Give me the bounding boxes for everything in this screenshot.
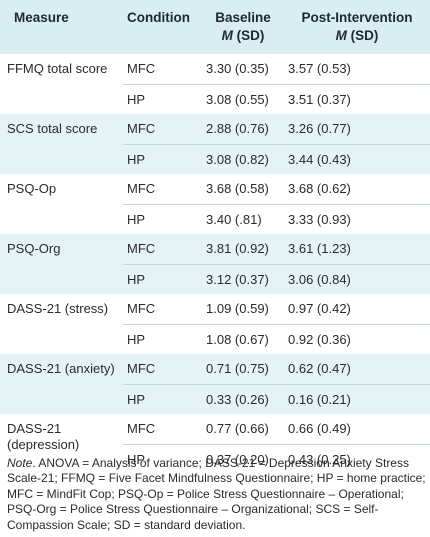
measure-cell: PSQ-Op <box>7 181 57 196</box>
table-row: HP 0.37 (0.20) 0.43 (0.25) <box>0 444 430 474</box>
baseline-cell: 0.71 (0.75) <box>202 354 284 385</box>
condition-cell: HP <box>127 91 146 107</box>
measure-cell: FFMQ total score <box>7 61 108 76</box>
condition-cell: MFC <box>123 54 202 85</box>
condition-cell: MFC <box>123 354 202 385</box>
header-measure: Measure <box>14 10 69 25</box>
table-row: HP 3.40 (.81) 3.33 (0.93) <box>0 204 430 234</box>
header-post-intervention: Post-Intervention M (SD) <box>284 0 430 54</box>
post-cell: 0.43 (0.25) <box>288 451 351 467</box>
post-cell: 0.16 (0.21) <box>288 391 351 407</box>
table-row: PSQ-Op MFC 3.68 (0.58) 3.68 (0.62) <box>0 174 430 205</box>
post-cell: 0.62 (0.47) <box>284 354 430 385</box>
post-cell: 0.66 (0.49) <box>284 414 430 445</box>
header-post-stat: M (SD) <box>335 28 379 43</box>
post-cell: 3.33 (0.93) <box>288 211 351 227</box>
post-cell: 0.97 (0.42) <box>284 294 430 325</box>
condition-cell: HP <box>127 451 146 467</box>
post-cell: 3.68 (0.62) <box>284 174 430 205</box>
table-row: FFMQ total score MFC 3.30 (0.35) 3.57 (0.53… <box>0 54 430 85</box>
header-baseline-label: Baseline <box>215 10 271 25</box>
header-baseline: Baseline M (SD) <box>202 0 284 54</box>
condition-cell: HP <box>127 331 146 347</box>
baseline-cell: 0.37 (0.20) <box>206 451 269 467</box>
table-body: FFMQ total score MFC 3.30 (0.35) 3.57 (0.53… <box>0 54 430 474</box>
baseline-cell: 1.08 (0.67) <box>206 331 269 347</box>
baseline-cell: 3.08 (0.82) <box>206 151 269 167</box>
condition-cell: HP <box>127 151 146 167</box>
table-row: HP 1.08 (0.67) 0.92 (0.36) <box>0 324 430 354</box>
baseline-cell: 3.40 (.81) <box>206 211 262 227</box>
baseline-cell: 3.30 (0.35) <box>202 54 284 85</box>
condition-cell: MFC <box>123 294 202 325</box>
header-baseline-stat: M (SD) <box>221 28 265 43</box>
baseline-cell: 3.12 (0.37) <box>206 271 269 287</box>
condition-cell: HP <box>127 211 146 227</box>
baseline-cell: 1.09 (0.59) <box>202 294 284 325</box>
table-row: DASS-21 (stress) MFC 1.09 (0.59) 0.97 (0.42… <box>0 294 430 325</box>
condition-cell: HP <box>127 271 146 287</box>
table-row: PSQ-Org MFC 3.81 (0.92) 3.61 (1.23) <box>0 234 430 265</box>
post-cell: 0.92 (0.36) <box>288 331 351 347</box>
condition-cell: MFC <box>123 114 202 145</box>
table-row: HP 3.08 (0.55) 3.51 (0.37) <box>0 84 430 114</box>
post-cell: 3.06 (0.84) <box>288 271 351 287</box>
measure-cell: SCS total score <box>7 121 98 136</box>
baseline-cell: 0.77 (0.66) <box>202 414 284 445</box>
baseline-cell: 0.33 (0.26) <box>206 391 269 407</box>
condition-cell: HP <box>127 391 146 407</box>
measure-cell: DASS-21 (depression) <box>7 421 80 452</box>
baseline-cell: 3.68 (0.58) <box>202 174 284 205</box>
measure-cell: DASS-21 (anxiety) <box>7 361 115 376</box>
post-cell: 3.26 (0.77) <box>284 114 430 145</box>
table-row: DASS-21 (depression) MFC 0.77 (0.66) 0.66 (… <box>0 414 430 452</box>
baseline-cell: 3.08 (0.55) <box>206 91 269 107</box>
note-label: Note <box>7 456 33 470</box>
condition-cell: MFC <box>123 234 202 265</box>
results-table: Measure Condition Baseline M (SD) Post-I… <box>0 0 430 474</box>
post-cell: 3.51 (0.37) <box>288 91 351 107</box>
note-text: . ANOVA = Analysis of variance; DASS-21 … <box>7 456 426 532</box>
post-cell: 3.61 (1.23) <box>284 234 430 265</box>
post-cell: 3.57 (0.53) <box>284 54 430 85</box>
table-row: DASS-21 (anxiety) MFC 0.71 (0.75) 0.62 (0.4… <box>0 354 430 385</box>
post-cell: 3.44 (0.43) <box>288 151 351 167</box>
condition-cell: MFC <box>123 174 202 205</box>
condition-cell: MFC <box>123 414 202 445</box>
table-header-row: Measure Condition Baseline M (SD) Post-I… <box>0 0 430 54</box>
header-post-label: Post-Intervention <box>301 10 413 25</box>
baseline-cell: 3.81 (0.92) <box>202 234 284 265</box>
table-row: SCS total score MFC 2.88 (0.76) 3.26 (0.77) <box>0 114 430 145</box>
measure-cell: PSQ-Org <box>7 241 61 256</box>
header-condition: Condition <box>127 10 190 25</box>
baseline-cell: 2.88 (0.76) <box>202 114 284 145</box>
measure-cell: DASS-21 (stress) <box>7 301 109 316</box>
table-note: Note. ANOVA = Analysis of variance; DASS… <box>7 456 427 533</box>
